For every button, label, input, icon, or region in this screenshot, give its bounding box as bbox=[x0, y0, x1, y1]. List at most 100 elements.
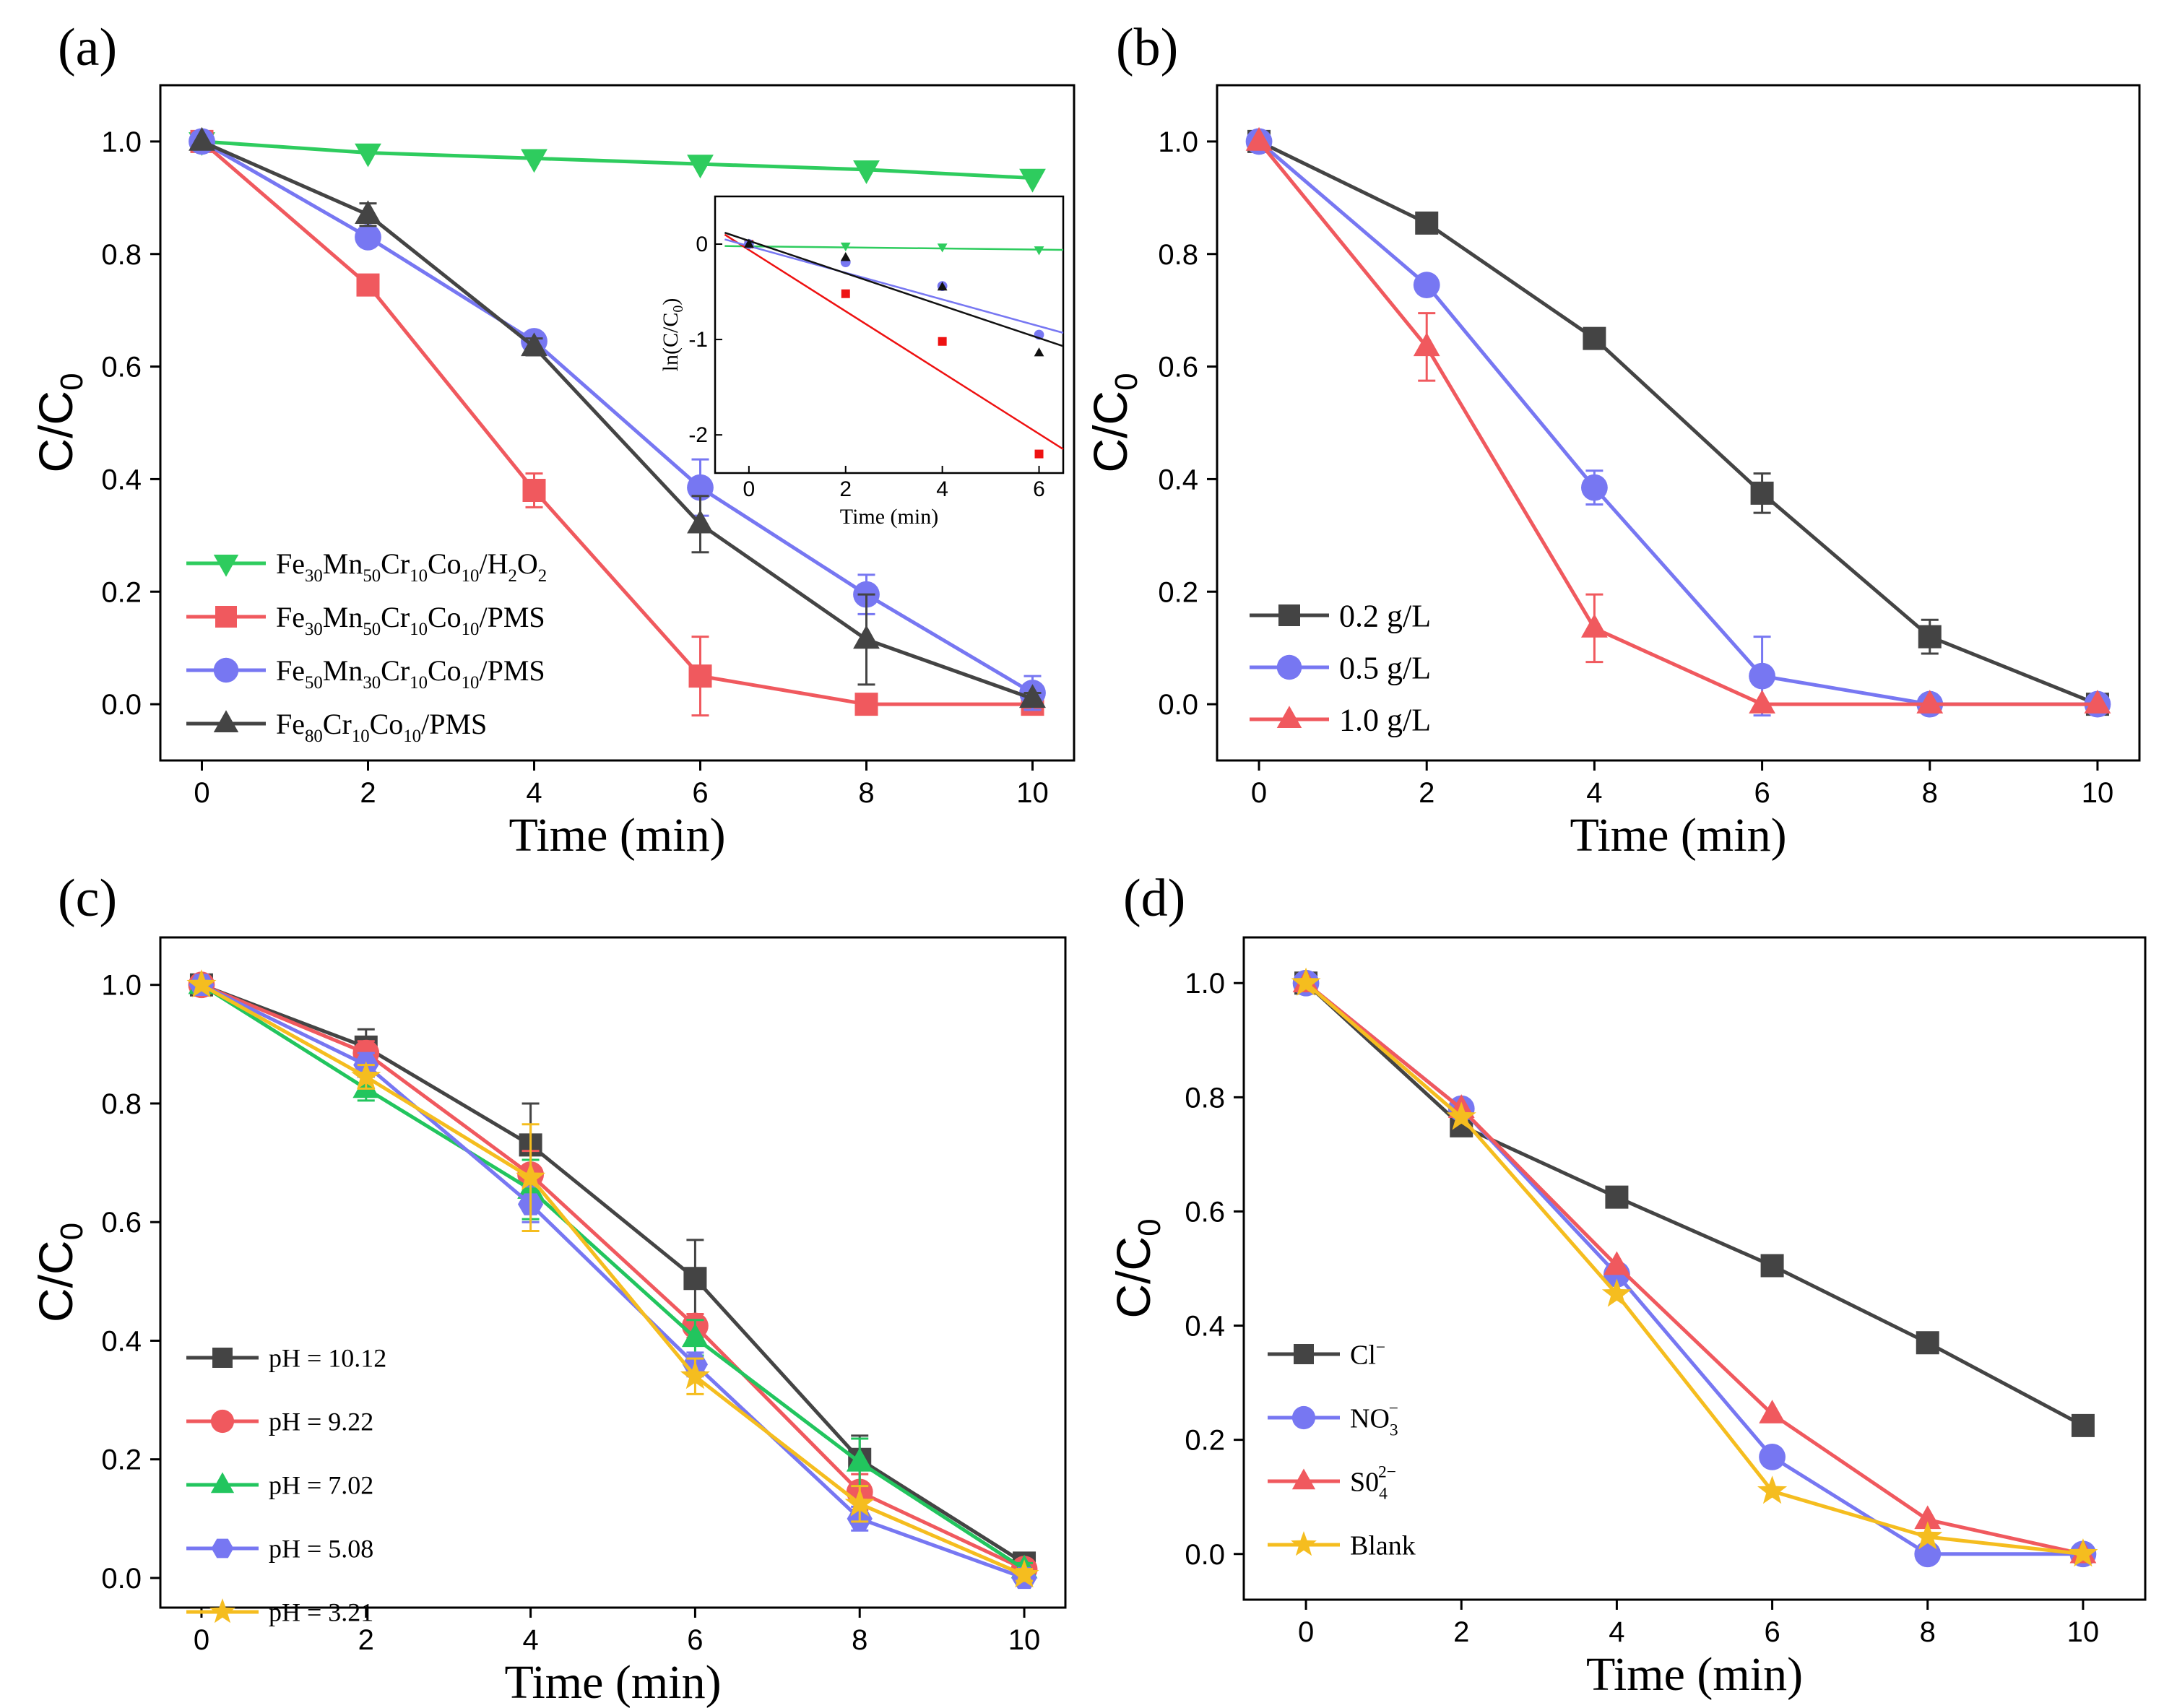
data-point bbox=[2068, 1538, 2098, 1567]
x-axis-title: Time (min) bbox=[504, 1656, 721, 1708]
series-3 bbox=[1292, 968, 2097, 1564]
legend-label: 0.2 g/L bbox=[1339, 598, 1431, 633]
data-point bbox=[521, 332, 548, 357]
x-tick-label: 10 bbox=[2082, 777, 2114, 809]
data-point bbox=[1019, 684, 1046, 708]
series-line bbox=[200, 983, 1025, 1580]
inset-data-point bbox=[1034, 449, 1044, 459]
data-point bbox=[1601, 1278, 1632, 1307]
data-point bbox=[1749, 690, 1775, 714]
panel-letter: (b) bbox=[1116, 18, 1178, 77]
inset-y-tick-label: -2 bbox=[688, 423, 708, 447]
x-tick-label: 8 bbox=[858, 777, 874, 809]
data-point bbox=[680, 1361, 710, 1390]
y-tick-label: 1.0 bbox=[101, 126, 142, 158]
y-axis-title: C/C0 bbox=[1107, 1218, 1167, 1318]
y-tick-label: 0.4 bbox=[101, 1325, 142, 1357]
inset-chart: 0 2 4 6 0 -1 -2 Time (min) ln(C/C0) bbox=[659, 195, 1065, 529]
inset-x-tick-label: 6 bbox=[1033, 477, 1045, 501]
data-point bbox=[1918, 625, 1942, 649]
y-tick-label: 0.0 bbox=[1158, 689, 1198, 721]
data-point bbox=[853, 625, 880, 649]
series-line bbox=[1304, 981, 2083, 1556]
x-tick-label: 6 bbox=[1754, 777, 1770, 809]
data-point bbox=[1759, 1443, 1786, 1470]
legend-label: pH = 5.08 bbox=[269, 1535, 373, 1564]
legend-marker bbox=[1291, 1531, 1317, 1556]
data-point bbox=[355, 143, 381, 168]
legend-label: Fe30​Mn50​Cr10​Co10​/PMS bbox=[276, 601, 545, 639]
series-line bbox=[202, 139, 1033, 181]
data-point bbox=[516, 1162, 546, 1191]
legend-label: pH = 7.02 bbox=[269, 1471, 373, 1500]
y-tick-label: 0.8 bbox=[1185, 1082, 1225, 1114]
x-tick-label: 10 bbox=[1016, 777, 1049, 809]
inset-data-point bbox=[1034, 347, 1044, 357]
inset-fit-line bbox=[724, 232, 1064, 347]
inset-data-point bbox=[743, 238, 754, 248]
inset-data-point bbox=[841, 289, 850, 298]
x-tick-label: 4 bbox=[1586, 777, 1602, 809]
data-point bbox=[687, 155, 714, 179]
data-point bbox=[682, 1323, 709, 1348]
inset-x-axis-title: Time (min) bbox=[840, 505, 938, 529]
inset-x-tick-label: 4 bbox=[936, 477, 948, 501]
series-line bbox=[200, 983, 1026, 1571]
legend-marker bbox=[210, 1472, 235, 1494]
data-point bbox=[1750, 481, 1774, 505]
y-tick-label: 0.6 bbox=[101, 1207, 142, 1239]
legend-label: 1.0 g/L bbox=[1339, 702, 1431, 737]
plot-frame bbox=[1242, 936, 2147, 1601]
inset-fit-line bbox=[724, 233, 1064, 451]
inset-data-point bbox=[938, 337, 947, 346]
chart-panel-2: (b) 0 2 4 6 8 10 0.0 0.2 0.4 0.6 0.8 1.0 Time (min) C/… bbox=[1083, 18, 2141, 862]
series-line bbox=[200, 983, 1026, 1571]
data-point bbox=[355, 223, 381, 251]
x-tick-label: 0 bbox=[194, 1624, 209, 1656]
legend-label: 0.5 g/L bbox=[1339, 650, 1431, 685]
y-tick-label: 0.6 bbox=[101, 352, 142, 383]
data-point bbox=[1581, 613, 1608, 638]
x-tick-label: 10 bbox=[2067, 1616, 2100, 1648]
x-tick-label: 6 bbox=[687, 1624, 703, 1656]
legend-label: pH = 10.12 bbox=[269, 1344, 386, 1373]
legend: 0.2 g/L 0.5 g/L 1.0 g/L bbox=[1250, 598, 1431, 737]
legend: Cl−​ NO3−​ S042−​ Blank bbox=[1268, 1338, 1416, 1561]
y-tick-label: 0.6 bbox=[1185, 1196, 1225, 1228]
y-tick-label: 1.0 bbox=[1158, 126, 1198, 158]
legend-label: Blank bbox=[1350, 1530, 1416, 1561]
plot-frame bbox=[159, 936, 1067, 1609]
panel-letter: (d) bbox=[1123, 869, 1185, 928]
y-tick-label: 0.0 bbox=[101, 689, 142, 721]
legend-label: Fe50​Mn30​Cr10​Co10​/PMS bbox=[276, 654, 545, 693]
x-tick-label: 2 bbox=[1419, 777, 1434, 809]
x-tick-label: 6 bbox=[692, 777, 708, 809]
legend-label: S042−​ bbox=[1350, 1462, 1396, 1503]
series-line bbox=[200, 140, 1033, 706]
inset-fit-line bbox=[724, 238, 1064, 334]
data-point bbox=[1759, 1400, 1786, 1423]
y-tick-label: 0.8 bbox=[1158, 239, 1198, 271]
inset-fit-line bbox=[724, 245, 1064, 251]
y-tick-label: 0.2 bbox=[101, 1444, 142, 1476]
data-point bbox=[2071, 1413, 2095, 1437]
legend-marker bbox=[213, 555, 239, 577]
series-line bbox=[1258, 140, 2098, 706]
legend-marker bbox=[1291, 1468, 1316, 1490]
y-tick-label: 0.2 bbox=[1185, 1425, 1225, 1457]
legend: pH = 10.12 pH = 9.22 pH = 7.02 pH = 5.08 pH … bbox=[186, 1344, 386, 1627]
x-tick-label: 4 bbox=[522, 1624, 538, 1656]
inset-data-point bbox=[937, 281, 948, 291]
x-tick-label: 8 bbox=[1922, 777, 1938, 809]
x-tick-label: 2 bbox=[1453, 1616, 1469, 1648]
legend-marker bbox=[211, 1538, 234, 1559]
inset-y-tick-label: -1 bbox=[688, 328, 708, 352]
panel-letter: (c) bbox=[58, 869, 117, 928]
chart-panel-3: (c) 0 2 4 6 8 10 0.0 0.2 0.4 0.6 0.8 1.0 Time (min) C/… bbox=[29, 869, 1067, 1708]
data-point bbox=[844, 1488, 875, 1517]
data-point bbox=[1757, 1475, 1788, 1504]
panel-letter: (a) bbox=[58, 18, 117, 77]
legend-marker bbox=[1294, 1344, 1314, 1364]
data-point bbox=[1413, 272, 1440, 299]
inset-y-tick-label: 0 bbox=[696, 233, 708, 256]
